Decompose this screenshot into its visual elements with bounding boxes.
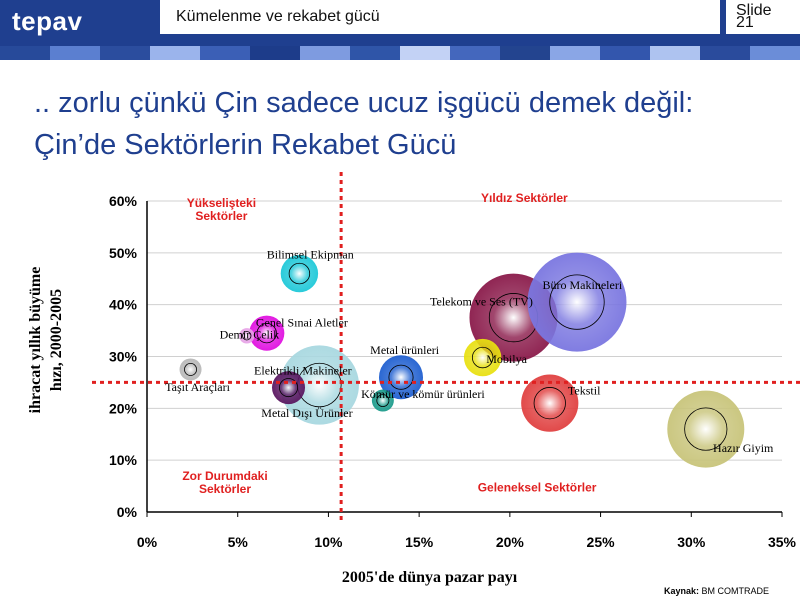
bubble-ring: [684, 407, 728, 451]
bubble-ring: [279, 378, 298, 398]
x-tick-label: 25%: [587, 534, 616, 550]
y-tick-label: 20%: [109, 400, 138, 416]
slide-number: 21: [736, 14, 754, 31]
quadrant-label: Yıldız Sektörler: [481, 191, 568, 205]
y-tick-label: 60%: [109, 193, 138, 209]
chart-labels: Taşıt Araçları Bilimsel Ekipman Genel Sına…: [165, 191, 774, 496]
bubble-ring: [376, 394, 390, 408]
bubble-label: Metal Dışı Ürünler: [261, 406, 352, 420]
bubble-ring: [184, 363, 197, 376]
x-tick-label: 10%: [314, 534, 343, 550]
slide-indicator: Slide 21: [726, 0, 800, 34]
bubble-ring: [256, 323, 277, 344]
bubble-label: Bilimsel Ekipman: [267, 248, 354, 262]
bubble: [667, 390, 745, 468]
x-tick-label: 5%: [228, 534, 249, 550]
y-tick-label: 10%: [109, 452, 138, 468]
quadrant-label: Zor Durumdaki: [182, 469, 267, 483]
x-tick-label: 35%: [768, 534, 797, 550]
bubble-label: Demir Çelik: [220, 327, 280, 341]
y-tick-label: 30%: [109, 349, 138, 365]
bubble: [179, 358, 202, 381]
tepav-logo: tepav: [12, 6, 83, 36]
chart-reference-lines: [92, 172, 800, 524]
bubble: [272, 371, 306, 405]
bubble-label: Kömür ve kömür ürünleri: [361, 387, 485, 401]
bubble-label: Genel Sınai Aletler: [256, 315, 348, 329]
x-tick-label: 15%: [405, 534, 434, 550]
section-tab: Kümelenme ve rekabet gücü: [160, 0, 720, 34]
quadrant-label: Sektörler: [199, 482, 251, 496]
x-tick-label: 30%: [677, 534, 706, 550]
bubble: [527, 252, 627, 352]
y-axis-title: ihracat yıllık büyüme: [27, 267, 44, 414]
bubble-label: Tekstil: [568, 383, 601, 397]
bubble: [463, 338, 502, 377]
bubble: [280, 254, 319, 293]
x-tick-label: 20%: [496, 534, 525, 550]
bubble: [279, 345, 359, 425]
bubble: [379, 355, 423, 400]
y-tick-label: 50%: [109, 245, 138, 261]
bubble: [371, 389, 394, 412]
x-tick-label: 0%: [137, 534, 158, 550]
chart-axes: 0% 10% 20% 30% 40% 50% 60% 0% 5% 10% 15% 20% 25% 30% 3…: [27, 193, 797, 586]
section-title: Kümelenme ve rekabet gücü: [176, 8, 380, 25]
quadrant-label: Sektörler: [195, 209, 247, 223]
bubble: [521, 374, 579, 432]
y-axis-title: hızı, 2000-2005: [48, 289, 65, 391]
bubble-ring: [242, 331, 252, 341]
bubble-ring: [533, 387, 566, 420]
y-tick-label: 40%: [109, 297, 138, 313]
quadrant-label: Geleneksel Sektörler: [478, 480, 597, 494]
x-axis-title: 2005'de dünya pazar payı: [342, 569, 518, 586]
header-divider: [720, 6, 723, 36]
source-note: Kaynak: BM COMTRADE: [664, 586, 769, 596]
bubble-label: Telekom ve Ses (TV): [430, 295, 533, 309]
bubble-label: Taşıt Araçları: [165, 380, 230, 394]
heading-line-1: .. zorlu çünkü Çin sadece ucuz işgücü de…: [34, 87, 694, 119]
bubble-ring: [549, 274, 605, 330]
bubble-label: Hazır Giyim: [713, 441, 774, 455]
source-label: Kaynak:: [664, 586, 700, 596]
bubble-label: Metal ürünleri: [370, 343, 440, 357]
quadrant-label: Yükselişteki: [187, 196, 256, 210]
bubble-ring: [288, 262, 311, 285]
slide-label: Slide: [736, 2, 772, 19]
bubble-label: Elektrikli Makineler: [254, 364, 352, 378]
bubble-label: Mobilya: [486, 352, 527, 366]
y-tick-label: 0%: [117, 504, 138, 520]
bubble-ring: [471, 346, 494, 369]
bubble: [249, 315, 285, 351]
heading-line-2: Çin’de Sektörlerin Rekabet Gücü: [34, 129, 457, 161]
source-text: BM COMTRADE: [701, 586, 770, 596]
slide-heading: .. zorlu çünkü Çin sadece ucuz işgücü de…: [34, 82, 774, 166]
bubble: [239, 328, 255, 344]
bubble-ring: [388, 364, 414, 390]
bubble-label: Büro Makineleri: [543, 278, 623, 292]
chart-bubbles: [179, 252, 745, 468]
decorative-stripe: [0, 46, 800, 60]
